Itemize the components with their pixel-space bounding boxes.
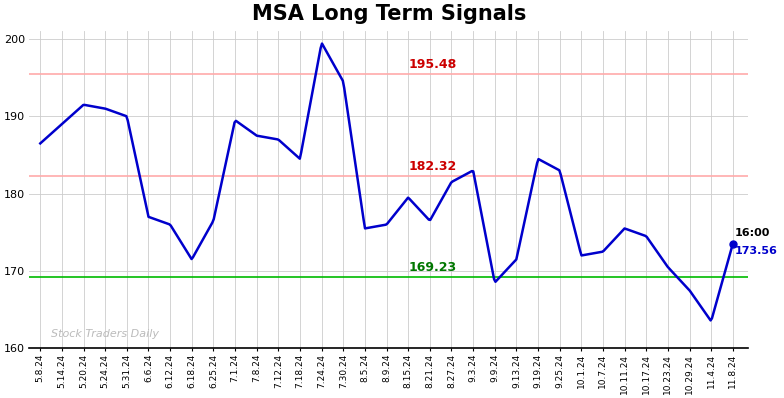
- Title: MSA Long Term Signals: MSA Long Term Signals: [252, 4, 526, 24]
- Text: 173.56: 173.56: [735, 246, 778, 256]
- Text: 16:00: 16:00: [735, 228, 771, 238]
- Text: 169.23: 169.23: [408, 261, 456, 274]
- Text: 195.48: 195.48: [408, 58, 456, 71]
- Text: 182.32: 182.32: [408, 160, 456, 173]
- Text: Stock Traders Daily: Stock Traders Daily: [51, 329, 159, 339]
